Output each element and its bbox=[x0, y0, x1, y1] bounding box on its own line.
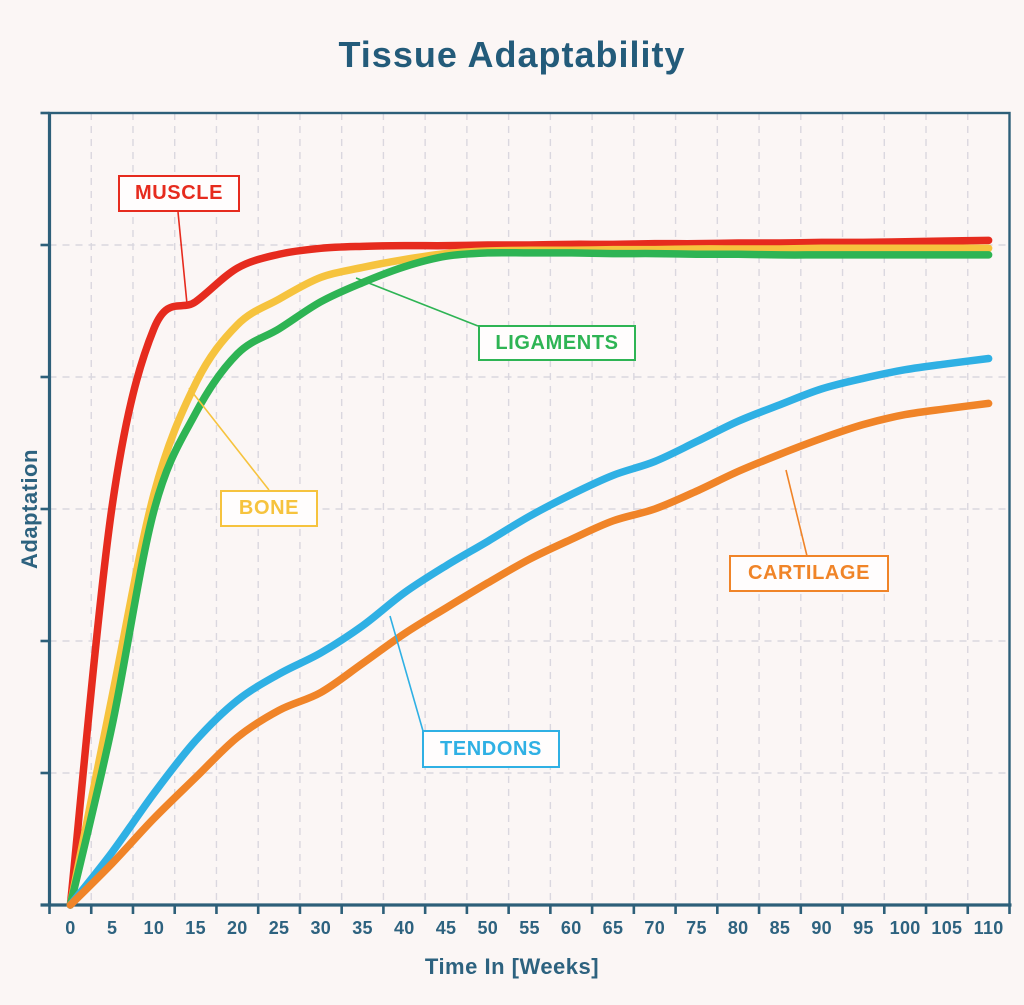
leader-line-cartilage bbox=[785, 469, 808, 557]
x-tick-label-0: 0 bbox=[65, 918, 76, 938]
x-tick-label-75: 75 bbox=[686, 918, 707, 938]
series-line-tendons bbox=[66, 354, 993, 909]
chart-title: Tissue Adaptability bbox=[338, 34, 686, 75]
leader-line-muscle bbox=[177, 211, 188, 305]
x-tick-label-105: 105 bbox=[931, 918, 963, 938]
x-axis-title: Time In [Weeks] bbox=[424, 954, 600, 979]
series-callout-muscle: MUSCLE bbox=[118, 175, 240, 212]
x-tick-label-30: 30 bbox=[310, 918, 332, 938]
x-tick-label-55: 55 bbox=[519, 918, 540, 938]
x-tick-label-5: 5 bbox=[106, 918, 118, 938]
leader-line-ligaments bbox=[355, 277, 479, 327]
x-tick-label-10: 10 bbox=[143, 918, 165, 938]
x-tick-label-35: 35 bbox=[352, 918, 373, 938]
x-tick-label-90: 90 bbox=[811, 918, 832, 938]
x-tick-label-60: 60 bbox=[560, 918, 582, 938]
x-tick-label-45: 45 bbox=[435, 918, 457, 938]
x-tick-label-80: 80 bbox=[727, 918, 749, 938]
x-tick-label-25: 25 bbox=[268, 918, 290, 938]
x-tick-label-20: 20 bbox=[227, 918, 248, 938]
leader-line-tendons bbox=[389, 615, 424, 732]
x-tick-label-85: 85 bbox=[769, 918, 791, 938]
series-callout-bone: BONE bbox=[220, 490, 318, 527]
leader-line-layer bbox=[177, 211, 808, 732]
series-layer bbox=[66, 236, 993, 909]
y-axis-title: Adaptation bbox=[17, 449, 42, 569]
series-line-ligaments bbox=[66, 248, 993, 909]
x-tick-label-110: 110 bbox=[973, 918, 1004, 938]
series-callout-cartilage: CARTILAGE bbox=[729, 555, 889, 592]
leader-line-bone bbox=[188, 387, 270, 491]
x-tick-label-95: 95 bbox=[853, 918, 874, 938]
series-line-cartilage bbox=[66, 399, 993, 909]
x-tick-label-100: 100 bbox=[889, 918, 921, 938]
series-callout-tendons: TENDONS bbox=[422, 730, 560, 768]
x-tick-label-70: 70 bbox=[644, 918, 666, 938]
x-tick-label-65: 65 bbox=[602, 918, 624, 938]
axis-layer bbox=[40, 111, 1012, 914]
series-callout-ligaments: LIGAMENTS bbox=[478, 325, 636, 361]
x-tick-label-40: 40 bbox=[393, 918, 415, 938]
series-line-muscle bbox=[66, 236, 993, 909]
x-tick-label-15: 15 bbox=[185, 918, 206, 938]
grid-layer bbox=[49, 113, 1010, 905]
x-tick-label-50: 50 bbox=[477, 918, 499, 938]
